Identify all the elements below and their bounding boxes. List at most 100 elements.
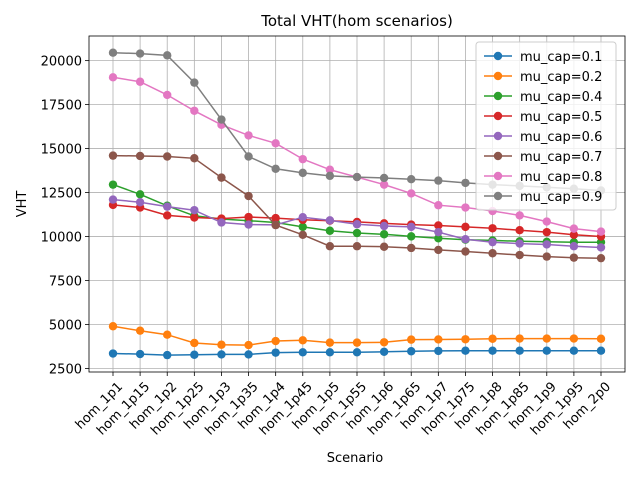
- chart-title: Total VHT(hom scenarios): [260, 12, 453, 30]
- x-axis: hom_1p1hom_1p15hom_1p2hom_1p25hom_1p3hom…: [73, 372, 614, 438]
- legend-label: mu_cap=0.7: [520, 150, 602, 165]
- x-axis-label: Scenario: [327, 451, 384, 466]
- legend-label: mu_cap=0.6: [520, 130, 602, 145]
- data-point: [596, 253, 606, 263]
- data-point: [379, 180, 389, 189]
- data-point: [190, 106, 199, 115]
- legend-entry: mu_cap=0.9: [484, 190, 602, 205]
- data-point: [325, 338, 335, 347]
- data-point: [244, 191, 253, 201]
- data-point: [135, 326, 145, 335]
- data-point: [407, 232, 416, 241]
- data-point: [163, 51, 172, 60]
- data-point: [515, 250, 524, 260]
- data-point: [298, 168, 307, 178]
- legend-marker: [493, 151, 503, 161]
- data-point: [596, 243, 606, 252]
- data-point: [163, 330, 172, 339]
- y-tick-label: 20000: [41, 55, 82, 70]
- data-point: [461, 247, 470, 256]
- data-point: [515, 346, 524, 355]
- data-point: [271, 213, 280, 223]
- data-point: [461, 346, 470, 355]
- y-tick-label: 12500: [41, 187, 82, 202]
- data-point: [515, 334, 524, 343]
- legend-entry: mu_cap=0.7: [484, 150, 602, 165]
- legend-label: mu_cap=0.2: [520, 70, 602, 85]
- data-point: [325, 226, 335, 235]
- y-tick-label: 15000: [41, 143, 82, 158]
- data-point: [108, 349, 118, 358]
- data-point: [271, 336, 280, 346]
- data-point: [352, 348, 362, 357]
- data-point: [515, 239, 524, 248]
- data-point: [434, 335, 443, 344]
- data-point: [271, 348, 280, 357]
- data-point: [244, 220, 253, 229]
- legend-label: mu_cap=0.9: [520, 190, 602, 205]
- data-point: [325, 348, 335, 357]
- legend-marker: [493, 111, 503, 121]
- data-point: [488, 224, 497, 233]
- data-point: [108, 48, 118, 57]
- data-point: [244, 212, 253, 222]
- data-point: [407, 243, 416, 253]
- data-point: [108, 322, 118, 331]
- data-point: [542, 240, 551, 249]
- y-axis: 2500 5000 7500 10000 12500 15000 17500 20000: [41, 55, 89, 377]
- data-point: [325, 242, 335, 251]
- legend-entry: mu_cap=0.8: [484, 170, 602, 185]
- data-point: [352, 228, 362, 238]
- data-point: [325, 165, 335, 174]
- data-point: [352, 172, 362, 182]
- data-point: [135, 349, 145, 359]
- data-point: [407, 189, 416, 198]
- data-point: [217, 218, 226, 227]
- data-point: [163, 211, 172, 220]
- data-point: [379, 221, 389, 231]
- y-tick-label: 17500: [41, 99, 82, 114]
- data-point: [190, 78, 199, 87]
- series-mu-cap-0-1: [108, 346, 606, 360]
- data-point: [379, 347, 389, 356]
- data-point: [325, 216, 335, 225]
- data-point: [108, 73, 118, 82]
- data-point: [244, 340, 253, 350]
- data-point: [407, 174, 416, 184]
- data-point: [271, 139, 280, 148]
- data-point: [569, 224, 579, 233]
- data-point: [569, 334, 579, 343]
- data-point: [434, 234, 443, 243]
- data-point: [244, 350, 253, 359]
- data-point: [217, 173, 226, 182]
- legend-label: mu_cap=0.1: [520, 50, 602, 65]
- data-point: [596, 227, 606, 236]
- legend-marker: [493, 191, 503, 201]
- data-point: [163, 202, 172, 211]
- data-point: [352, 220, 362, 229]
- data-point: [217, 350, 226, 359]
- data-point: [461, 335, 470, 344]
- data-point: [108, 151, 118, 160]
- data-point: [542, 217, 551, 226]
- data-point: [542, 227, 551, 237]
- legend-entry: mu_cap=0.6: [484, 130, 602, 145]
- data-point: [244, 152, 253, 161]
- data-point: [135, 49, 145, 58]
- legend-label: mu_cap=0.8: [520, 170, 602, 185]
- data-point: [135, 151, 145, 161]
- data-point: [488, 249, 497, 258]
- data-point: [542, 252, 551, 261]
- legend: mu_cap=0.1 mu_cap=0.2 mu_cap=0.4 mu_cap=0.5…: [475, 41, 617, 211]
- data-point: [407, 335, 416, 344]
- data-point: [190, 154, 199, 163]
- data-point: [488, 334, 497, 343]
- data-point: [407, 347, 416, 356]
- data-point: [217, 115, 226, 124]
- data-point: [461, 222, 470, 232]
- data-point: [515, 226, 524, 235]
- data-point: [569, 253, 579, 262]
- data-point: [434, 346, 443, 356]
- data-point: [190, 350, 199, 359]
